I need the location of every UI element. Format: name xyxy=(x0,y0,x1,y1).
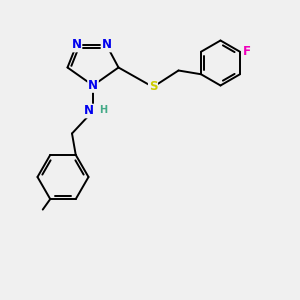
Text: F: F xyxy=(243,45,250,58)
Text: N: N xyxy=(88,79,98,92)
Text: N: N xyxy=(71,38,82,52)
Text: S: S xyxy=(149,80,157,94)
Text: N: N xyxy=(101,38,112,52)
Text: H: H xyxy=(99,105,108,116)
Text: N: N xyxy=(83,104,94,118)
